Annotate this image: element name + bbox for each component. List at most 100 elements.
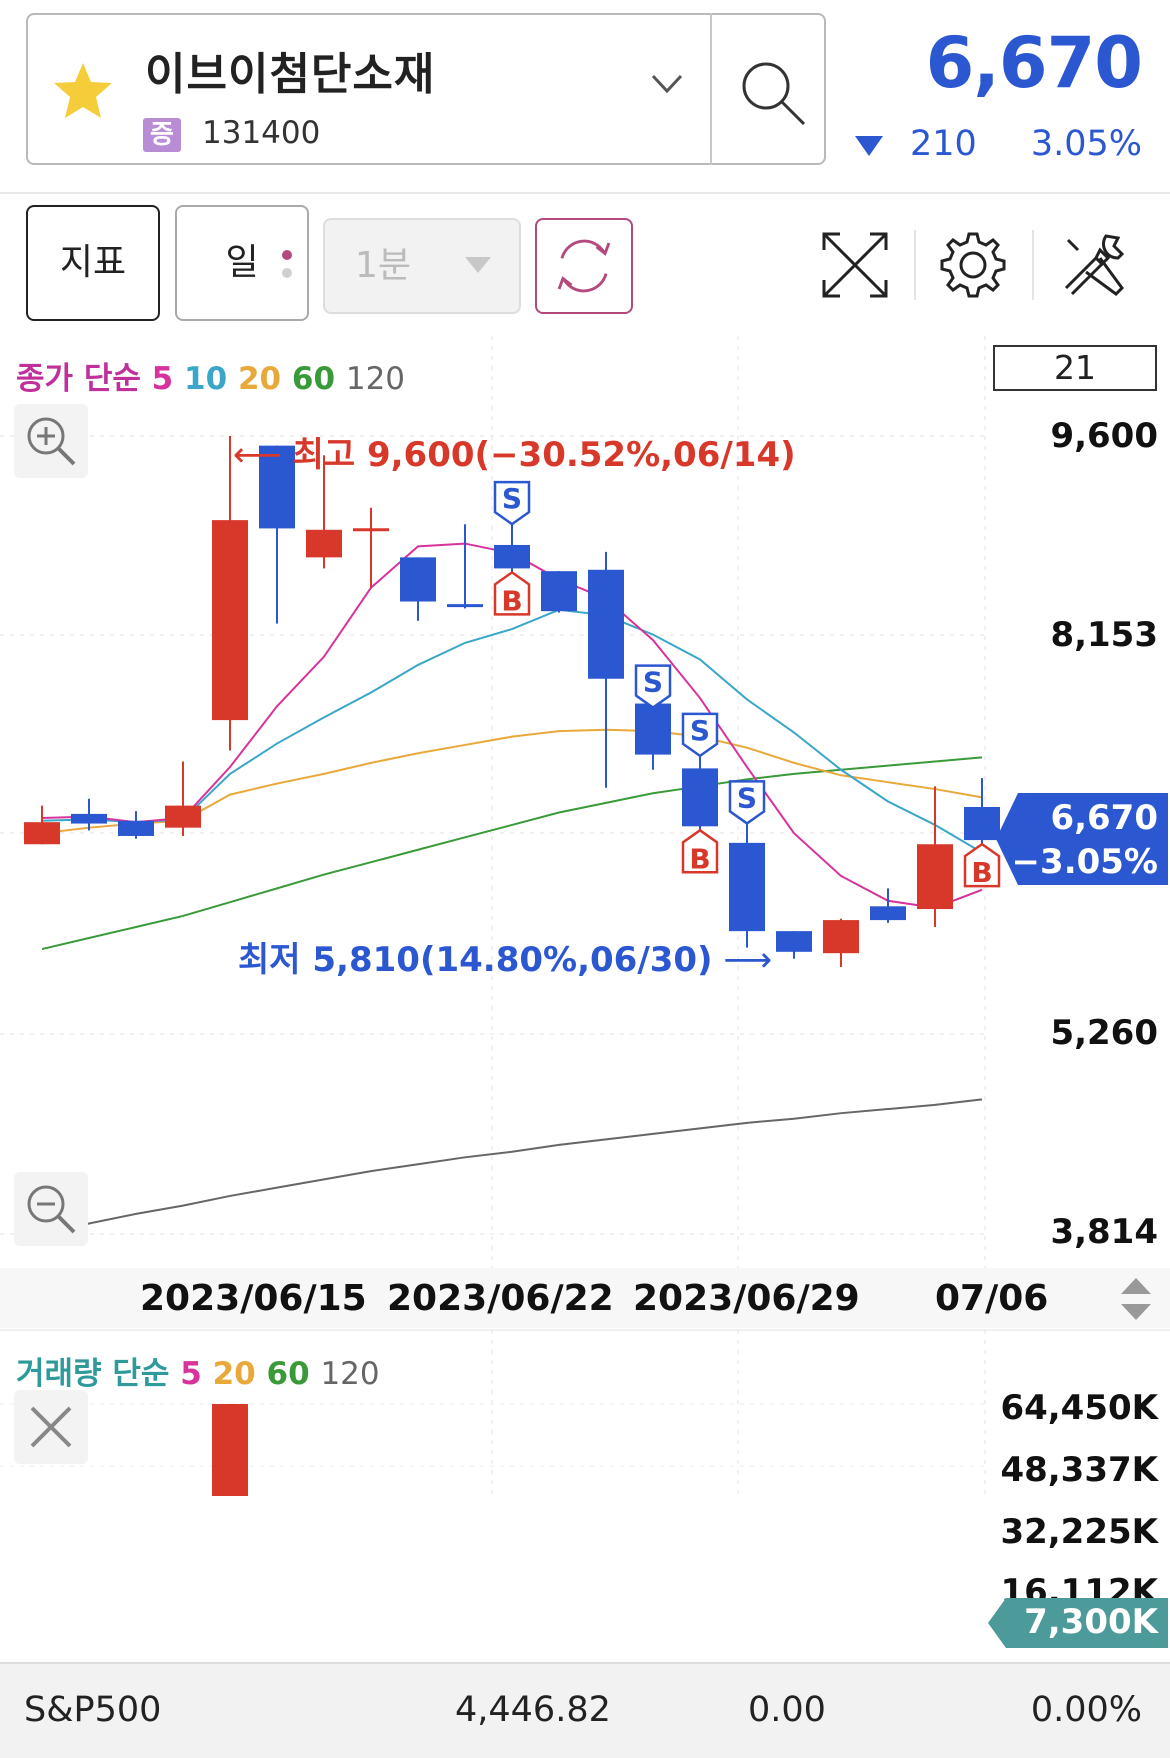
candle-body	[541, 571, 577, 612]
sell-signal-letter: S	[502, 482, 522, 515]
candle-body	[165, 805, 201, 828]
legend-ma10: 10	[184, 361, 228, 397]
tools-icon[interactable]	[1056, 228, 1130, 302]
candle-body	[635, 703, 671, 755]
caret-down-icon	[465, 257, 491, 273]
x-axis-label: 2023/06/29	[633, 1278, 860, 1319]
volume-y-label: 64,450K	[1000, 1388, 1158, 1428]
market-badge: 증	[143, 118, 181, 152]
current-volume-value: 7,300K	[1024, 1602, 1158, 1642]
sell-signal-shape	[634, 664, 672, 710]
zoom-in-icon	[27, 417, 76, 466]
fullscreen-icon[interactable]	[818, 228, 892, 302]
current-price: 6,670	[925, 22, 1143, 104]
gear-icon[interactable]	[936, 228, 1010, 302]
x-axis-label: 07/06	[935, 1278, 1049, 1319]
sell-signal-shape	[493, 480, 531, 526]
sell-signal-shape	[728, 780, 766, 825]
chevron-down-icon[interactable]	[650, 72, 684, 96]
legend-vma20: 20	[212, 1356, 256, 1392]
high-annotation-text: 최고 9,600(−30.52%,06/14)	[292, 435, 796, 475]
ma120-line	[41, 1098, 983, 1235]
candle-body	[823, 920, 859, 954]
candle-body	[118, 820, 154, 836]
index-change: 0.00	[748, 1690, 826, 1730]
zoom-out-button[interactable]	[14, 1172, 88, 1246]
x-axis-label: 2023/06/15	[140, 1278, 367, 1319]
buy-signal-letter: B	[501, 584, 522, 617]
current-price-tag	[996, 793, 1168, 885]
zoom-in-button[interactable]	[14, 404, 88, 478]
sell-signal-shape	[681, 712, 719, 758]
candle-count[interactable]: 21	[993, 345, 1157, 391]
legend-title: 종가 단순	[16, 361, 141, 397]
legend-vma120: 120	[320, 1356, 380, 1392]
updown-arrows-icon[interactable]	[1115, 1276, 1157, 1322]
legend-ma20: 20	[237, 361, 282, 397]
legend-ma5: 5	[151, 361, 174, 397]
current-volume-tag	[988, 1598, 1168, 1648]
legend-ma120: 120	[345, 361, 406, 397]
candle-body	[588, 569, 624, 679]
buy-signal-icon: B	[681, 828, 719, 875]
candle-body	[776, 931, 812, 952]
star-icon[interactable]	[52, 60, 114, 122]
sell-signal-letter: S	[737, 781, 757, 814]
sell-signal-letter: S	[690, 714, 710, 747]
candle-body	[682, 768, 718, 827]
volume-y-label: 48,337K	[1000, 1450, 1158, 1490]
buy-signal-icon: B	[963, 842, 1001, 889]
candle-body	[494, 544, 530, 569]
refresh-icon	[557, 239, 611, 293]
chart-toolbar	[0, 194, 1170, 334]
volume-bar	[212, 1404, 248, 1496]
down-arrow-icon	[855, 136, 883, 156]
y-axis-label: 9,600	[1050, 416, 1158, 456]
search-divider	[710, 13, 712, 165]
search-icon[interactable]	[738, 58, 808, 128]
index-ticker[interactable]	[0, 1662, 1170, 1758]
buy-signal-shape	[963, 842, 1001, 888]
current-price-tag-pct: −3.05%	[1011, 842, 1158, 882]
low-annotation-text: 최저 5,810(14.80%,06/30)	[238, 940, 713, 980]
zoom-out-icon	[27, 1185, 76, 1234]
candle-body	[400, 557, 436, 602]
legend-vma60: 60	[266, 1356, 310, 1392]
sell-signal-icon: S	[681, 712, 719, 758]
index-change-pct: 0.00%	[1030, 1690, 1142, 1730]
candle-body	[870, 906, 906, 921]
volume-close-button[interactable]	[14, 1390, 88, 1464]
buy-signal-shape	[493, 570, 531, 616]
stock-name[interactable]: 이브이첨단소재	[145, 49, 436, 100]
price-change-pct: 3.05%	[1030, 124, 1142, 164]
low-annotation: 최저 5,810(14.80%,06/30) ⟶	[238, 932, 772, 981]
high-annotation: ⟵ 최고 9,600(−30.52%,06/14)	[233, 427, 796, 476]
sell-signal-icon: S	[728, 780, 766, 825]
candle-body	[212, 520, 248, 721]
toolbar-divider	[914, 230, 916, 300]
legend-title: 거래량 단순	[16, 1356, 170, 1392]
candle-body	[964, 807, 1000, 841]
candle-body	[71, 813, 107, 824]
x-axis-label: 2023/06/22	[387, 1278, 614, 1319]
period-button[interactable]: 일	[175, 205, 309, 321]
sell-signal-icon: S	[634, 664, 672, 710]
interval-select[interactable]: 1분	[323, 218, 521, 314]
volume-legend[interactable]: 거래량 단순 5 20 60 120	[16, 1348, 380, 1393]
sell-signal-letter: S	[643, 666, 663, 699]
period-dot-active	[282, 250, 292, 260]
current-price-tag-value: 6,670	[1050, 798, 1158, 838]
right-arrow-icon: ⟶	[712, 940, 773, 980]
legend-ma60: 60	[291, 361, 336, 397]
index-value: 4,446.82	[455, 1690, 611, 1730]
price-legend[interactable]: 종가 단순 5 10 20 60 120	[16, 353, 405, 398]
buy-signal-shape	[681, 828, 719, 874]
indicator-button[interactable]: 지표	[26, 205, 160, 321]
close-icon	[30, 1406, 72, 1448]
price-change: 210	[910, 124, 977, 164]
index-name: S&P500	[24, 1690, 162, 1730]
y-axis-label: 8,153	[1050, 615, 1158, 655]
x-axis	[0, 1268, 1170, 1328]
refresh-button[interactable]	[535, 218, 633, 314]
